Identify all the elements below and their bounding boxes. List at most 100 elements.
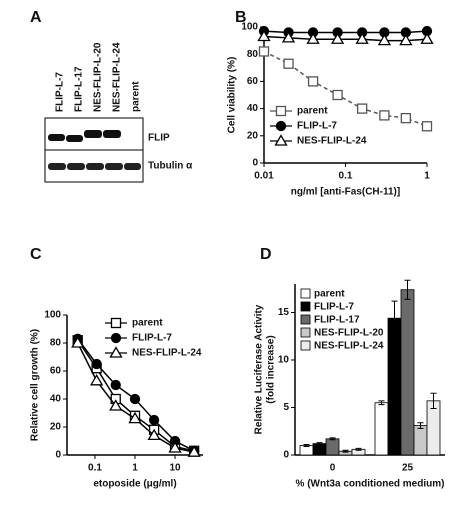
legend-swatch — [300, 327, 311, 338]
panel-letter: C — [30, 246, 42, 263]
legend-label: parent — [314, 289, 345, 300]
legend-label: FLIP-L-7 — [297, 121, 337, 132]
marker — [110, 379, 121, 391]
marker — [147, 428, 161, 441]
marker — [307, 76, 319, 87]
marker — [128, 411, 142, 424]
lane-label: parent — [131, 81, 142, 112]
y-tick-label: 40 — [50, 394, 62, 405]
marker — [377, 33, 392, 46]
legend-marker — [275, 120, 287, 132]
bar — [387, 317, 402, 456]
legend-label: FLIP-L-7 — [132, 333, 172, 344]
y-tick-label: 60 — [247, 76, 259, 87]
y-tick-label: 5 — [283, 402, 289, 413]
marker — [257, 29, 271, 42]
marker — [71, 336, 85, 348]
x-axis-label: ng/ml [anti-Fas(CH-11)] — [291, 187, 400, 198]
bar — [413, 425, 428, 456]
x-tick-label: 0.1 — [88, 463, 102, 474]
panel-letter: A — [30, 9, 42, 26]
marker — [109, 399, 123, 411]
marker — [306, 32, 320, 44]
legend-marker — [110, 332, 122, 344]
marker — [283, 58, 294, 69]
bar — [325, 438, 340, 456]
x-axis-label: % (Wnt3a conditioned medium) — [296, 479, 445, 490]
marker — [421, 121, 433, 132]
band-label: Tubulin α — [148, 161, 193, 172]
y-tick-label: 15 — [278, 307, 290, 318]
legend-marker — [275, 105, 287, 117]
panel-letter: D — [260, 246, 272, 263]
error-bar — [355, 447, 362, 451]
error-bar — [378, 400, 385, 406]
marker — [129, 393, 141, 405]
bar — [426, 400, 441, 456]
flip-bands — [48, 130, 121, 142]
error-bar — [417, 422, 424, 429]
y-tick-label: 0 — [283, 450, 289, 461]
legend-label: NES-FLIP-L-20 — [314, 328, 384, 339]
y-tick-label: 10 — [278, 355, 290, 366]
x-tick-label: 0.1 — [339, 171, 353, 182]
legend-label: parent — [132, 318, 163, 329]
legend-swatch — [300, 288, 311, 299]
legend-marker — [109, 346, 123, 358]
legend-swatch — [300, 340, 311, 351]
x-tick-label: 0 — [330, 463, 336, 474]
marker — [90, 374, 104, 386]
band-label: FLIP — [148, 133, 170, 144]
x-tick-label: 25 — [402, 463, 414, 474]
legend-marker — [110, 317, 122, 329]
x-tick-label: 1 — [424, 171, 430, 182]
panel-letter: B — [235, 9, 247, 26]
y-tick-label: 20 — [50, 422, 62, 433]
legend-label: NES-FLIP-L-24 — [132, 348, 202, 359]
marker — [258, 46, 270, 57]
legend-swatch — [300, 301, 311, 312]
x-axis-label: etoposide (μg/ml) — [93, 479, 176, 490]
legend-label: NES-FLIP-L-24 — [297, 136, 367, 147]
y-axis-label: Cell viability (%) — [227, 57, 238, 134]
y-tick-label: 80 — [50, 338, 62, 349]
bar — [374, 402, 389, 456]
marker — [281, 31, 296, 43]
y-axis-label: (fold increase) — [266, 335, 277, 403]
bar — [400, 289, 415, 456]
y-axis-label: Relative Luciferase Activity — [254, 304, 265, 434]
legend-swatch — [300, 314, 311, 325]
marker — [399, 33, 413, 46]
y-tick-label: 60 — [50, 366, 62, 377]
marker — [355, 32, 369, 44]
x-tick-label: 1 — [132, 463, 138, 474]
marker — [168, 441, 182, 453]
error-bar — [391, 300, 398, 336]
lane-label: NES-FLIP-L-20 — [93, 42, 104, 112]
y-tick-label: 40 — [247, 103, 259, 114]
x-tick-label: 10 — [169, 463, 181, 474]
legend-label: parent — [297, 106, 328, 117]
x-tick-label: 0.01 — [254, 171, 274, 182]
y-tick-label: 0 — [55, 450, 61, 461]
legend-label: NES-FLIP-L-24 — [314, 341, 384, 352]
legend-label: FLIP-L-17 — [314, 315, 360, 326]
marker — [356, 103, 368, 114]
y-tick-label: 80 — [247, 49, 259, 60]
legend-label: FLIP-L-7 — [314, 302, 354, 313]
marker — [148, 414, 160, 426]
legend-marker — [274, 134, 288, 146]
marker — [330, 32, 345, 44]
y-axis-label: Relative cell growth (%) — [30, 329, 41, 441]
y-tick-label: 20 — [247, 130, 259, 141]
lane-label: FLIP-L-17 — [74, 66, 85, 112]
marker — [400, 112, 411, 124]
error-bar — [342, 449, 349, 453]
tubulin-bands — [48, 163, 141, 170]
bar — [312, 443, 327, 456]
y-tick-label: 100 — [44, 310, 61, 321]
y-tick-label: 0 — [252, 158, 258, 169]
error-bar — [404, 279, 411, 300]
error-bar — [303, 444, 310, 447]
